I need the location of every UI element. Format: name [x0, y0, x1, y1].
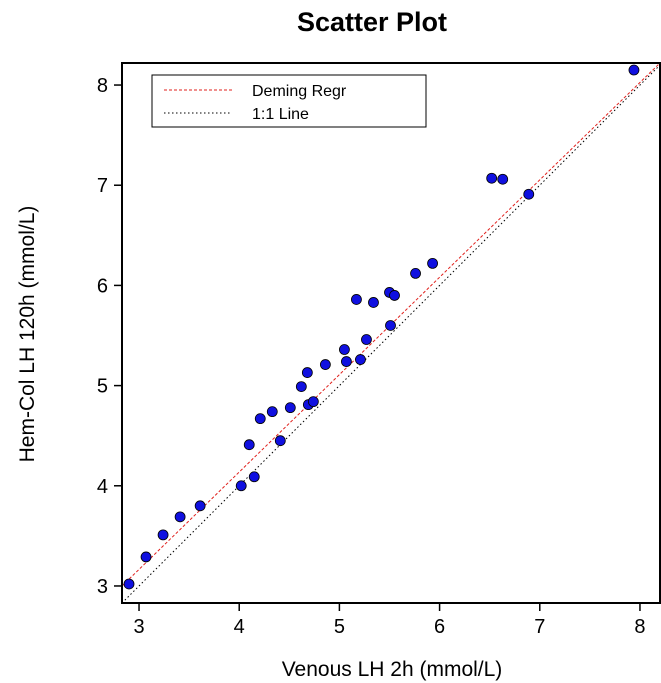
data-point — [385, 320, 396, 331]
data-point — [174, 511, 186, 523]
data-point — [410, 267, 421, 279]
legend-label-deming: Deming Regr — [252, 83, 347, 100]
data-point — [355, 354, 366, 365]
x-tick-label: 4 — [234, 616, 245, 638]
data-point — [235, 480, 247, 492]
data-point — [523, 188, 535, 200]
y-tick-label: 8 — [97, 75, 108, 97]
chart-title: Scatter Plot — [297, 7, 447, 37]
x-tick-label: 7 — [534, 616, 545, 638]
data-point — [243, 439, 255, 451]
data-point — [248, 471, 260, 483]
data-point — [351, 294, 362, 305]
legend: Deming Regr 1:1 Line — [151, 74, 427, 128]
data-point — [274, 435, 286, 447]
data-point — [427, 257, 438, 269]
data-point — [123, 578, 135, 590]
data-point — [361, 334, 372, 345]
x-axis-ticks: 3 4 5 6 7 8 — [133, 603, 646, 638]
data-point — [368, 297, 379, 308]
y-tick-label: 5 — [97, 376, 108, 398]
y-axis-ticks: 3 4 5 6 7 8 — [97, 75, 122, 598]
data-point — [295, 381, 307, 392]
data-point — [254, 413, 266, 425]
legend-box — [151, 74, 427, 128]
x-axis-label: Venous LH 2h (mmol/L) — [282, 658, 503, 681]
data-point — [157, 529, 169, 541]
identity-line — [122, 64, 660, 603]
data-point — [486, 172, 498, 184]
data-point — [140, 551, 152, 563]
plot-area-frame — [121, 62, 661, 604]
data-point — [194, 500, 206, 512]
data-point — [266, 406, 278, 418]
data-point — [301, 367, 313, 378]
data-point — [284, 402, 296, 414]
data-point — [339, 344, 350, 355]
x-tick-label: 3 — [133, 616, 144, 638]
y-tick-label: 3 — [97, 576, 108, 598]
data-point — [319, 359, 331, 370]
reference-lines — [122, 63, 660, 603]
y-tick-label: 7 — [97, 175, 108, 197]
y-axis-label: Hem-Col LH 120h (mmol/L) — [16, 206, 39, 463]
data-point — [389, 290, 400, 301]
data-point — [497, 173, 509, 185]
data-point — [628, 64, 640, 76]
data-points — [123, 64, 640, 590]
legend-label-identity: 1:1 Line — [252, 106, 309, 123]
x-tick-label: 8 — [634, 616, 645, 638]
y-tick-label: 4 — [97, 476, 108, 498]
y-tick-label: 6 — [97, 275, 108, 297]
x-tick-label: 5 — [334, 616, 345, 638]
data-point — [341, 356, 352, 367]
data-point — [307, 396, 319, 408]
x-tick-label: 6 — [434, 616, 445, 638]
